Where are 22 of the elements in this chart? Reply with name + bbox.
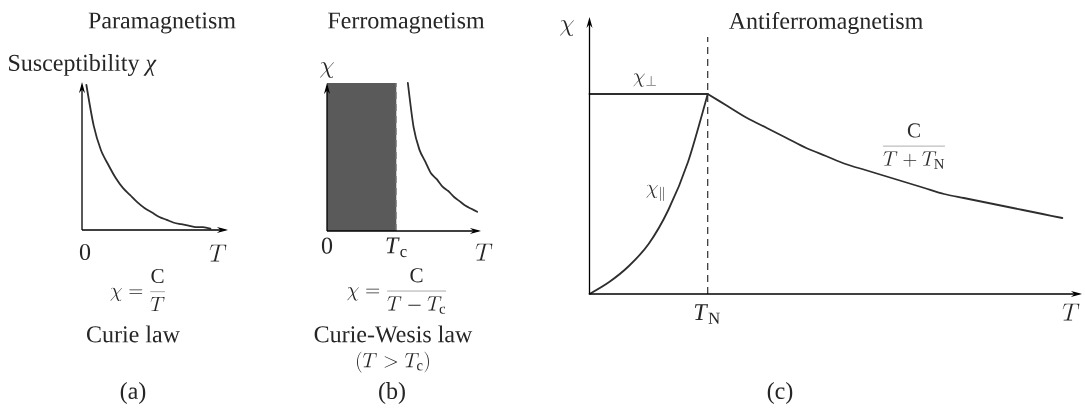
text: (b) [379, 382, 405, 404]
y-axis-title: $\chi$ [560, 19, 574, 37]
text: Curie law [87, 325, 180, 343]
text: $\chi = \frac{\mathrm{C}}{T - T_\mathrm{c}}$ [347, 268, 447, 314]
text: $(T > T_\mathrm{c})$ [357, 351, 429, 373]
text: T$_{N}$ [694, 304, 720, 324]
x-axis-title: $T$ [1062, 303, 1080, 321]
x-axis-title: $T$ [475, 243, 493, 261]
series-label: $\frac{\mathrm{C}}{T + T_\mathrm{N}}$ [883, 123, 945, 169]
x-tick-label: T$_{c}$ [386, 237, 407, 258]
text: $\chi = \frac{\mathrm{C}}{T}$ [110, 268, 165, 312]
chart-title: Ferromagnetism [328, 12, 485, 34]
y-axis-title: Susceptibility χ [9, 54, 157, 76]
text: Curie-Wesis law [314, 325, 473, 343]
series-label: $\chi_{\perp}$ [633, 73, 656, 87]
text: (a) [120, 382, 146, 404]
series-label: $\chi_{\parallel}$ [646, 184, 664, 202]
chart-title: Antiferromagnetism [728, 11, 923, 35]
text: (c) [767, 382, 793, 404]
y-axis-title: $\chi$ [320, 61, 334, 79]
chart-title: Paramagnetism [88, 12, 236, 34]
x-axis-title: $T$ [209, 244, 227, 262]
